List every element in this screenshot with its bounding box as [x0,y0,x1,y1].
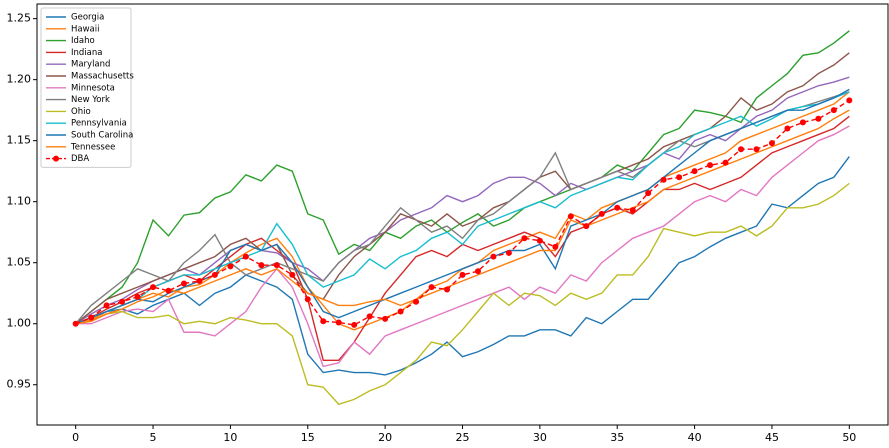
legend-box [40,7,132,168]
legend-label: Massachusetts [71,72,134,82]
x-tick-label: 45 [765,431,779,444]
series-marker [103,302,110,309]
x-tick-label: 30 [533,431,547,444]
series-marker [583,223,590,230]
series-line [75,52,850,325]
legend-label: Minnesota [71,83,115,93]
series-line [75,182,850,406]
legend-label: Ohio [71,107,91,117]
series-marker [768,140,775,147]
series-marker [211,271,218,278]
series-marker [88,314,95,321]
series-marker [645,190,652,197]
series-marker [846,97,853,104]
series-marker [676,174,683,181]
y-tick-label: 1.00 [7,317,32,330]
legend-label: Georgia [71,13,104,23]
series-marker [72,320,79,327]
series-line [75,109,850,325]
x-tick-label: 15 [301,431,315,444]
series-marker [165,287,172,294]
series-marker [227,263,234,270]
series-marker [536,237,543,244]
series-marker [753,146,760,153]
series-line [75,99,850,326]
x-tick-label: 35 [610,431,624,444]
series-marker [258,262,265,269]
series-marker [660,176,667,183]
legend-label: DBA [71,154,89,164]
y-tick-label: 1.15 [7,134,32,147]
series-marker [444,286,451,293]
series-line [75,91,850,325]
series-line [75,156,850,376]
series-line [75,91,850,331]
series-marker [351,321,358,328]
series-marker [629,207,636,214]
series-marker [366,313,373,320]
series-marker [815,115,822,122]
series-marker [505,249,512,256]
series-line [75,30,850,325]
series-marker [320,318,327,325]
series-line [75,125,850,368]
legend-label: Maryland [71,60,110,70]
series-marker [707,162,714,169]
series-marker [150,284,157,291]
legend-label: New York [71,95,110,105]
series-marker [459,271,466,278]
series-marker [382,315,389,322]
series-marker [722,159,729,166]
series-marker [691,168,698,175]
legend-label: Tennessee [70,142,115,152]
x-tick-label: 25 [456,431,470,444]
series-marker [134,293,141,300]
series-marker [567,213,574,220]
x-tick-label: 10 [223,431,237,444]
series-marker [273,262,280,269]
series-line [75,91,850,325]
x-tick-label: 40 [688,431,702,444]
plot-frame [36,3,889,426]
series-marker [180,280,187,287]
series-marker [830,107,837,114]
x-tick-label: 20 [378,431,392,444]
y-tick-label: 1.05 [7,256,32,269]
legend-label: Hawaii [71,24,99,34]
y-tick-label: 1.20 [7,73,32,86]
series-marker [598,210,605,217]
series-marker [614,204,621,211]
y-tick-label: 1.10 [7,195,32,208]
series-line [75,76,850,325]
legend-label: Pennsylvania [71,119,127,129]
legend-label: Indiana [71,48,102,58]
y-tick-label: 0.95 [7,378,32,391]
series-marker [490,253,497,260]
y-tick-label: 1.25 [7,12,32,25]
legend-label: South Carolina [71,131,133,141]
series-marker [552,243,559,250]
series-marker [784,125,791,132]
series-marker [474,268,481,275]
series-marker [521,235,528,242]
series-marker [242,253,249,260]
series-marker [799,119,806,126]
series-marker [335,319,342,326]
series-marker [428,284,435,291]
series-marker [196,278,203,285]
series-marker [738,146,745,153]
legend-marker [53,155,59,162]
x-tick-label: 0 [72,431,79,444]
x-tick-label: 50 [842,431,856,444]
series-line [75,88,850,325]
series-marker [413,298,420,305]
series-marker [304,296,311,303]
series-marker [289,271,296,278]
x-tick-label: 5 [150,431,157,444]
series-marker [119,298,126,305]
legend-label: Idaho [71,36,95,46]
series-marker [397,308,404,315]
